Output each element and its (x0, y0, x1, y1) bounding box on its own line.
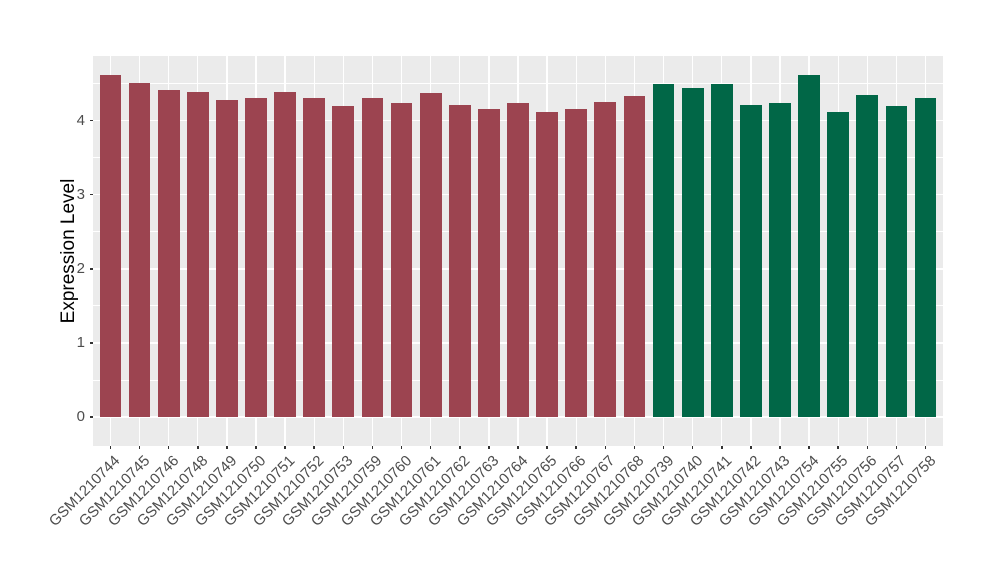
bar-GSM1210741 (710, 84, 733, 418)
x-axis-tick (138, 446, 141, 449)
bar-GSM1210743 (769, 102, 791, 418)
x-axis-tick (575, 446, 577, 449)
plot-panel (93, 56, 943, 446)
bar-GSM1210745 (128, 83, 151, 418)
x-axis-tick (895, 446, 898, 449)
bar-GSM1210766 (565, 109, 588, 418)
bar-GSM1210760 (390, 103, 413, 418)
x-axis-tick (342, 446, 345, 449)
bar-GSM1210765 (536, 111, 559, 418)
bar-GSM1210763 (477, 109, 500, 418)
y-axis-tick (90, 342, 93, 344)
bar-GSM1210753 (332, 106, 355, 418)
bar-GSM1210751 (274, 92, 297, 418)
y-axis-tick (90, 193, 93, 196)
bar-GSM1210740 (681, 87, 704, 418)
bar-GSM1210756 (856, 94, 879, 418)
y-tick-label: 4 (76, 111, 85, 129)
y-tick-label: 2 (76, 259, 85, 277)
x-axis-tick (546, 446, 548, 449)
x-axis-tick (255, 446, 257, 449)
bar-GSM1210767 (594, 101, 617, 418)
bar-GSM1210748 (186, 92, 209, 418)
x-axis-tick (662, 446, 665, 449)
bar-GSM1210752 (303, 98, 326, 418)
bar-GSM1210759 (361, 98, 384, 418)
x-axis-tick (197, 446, 199, 449)
y-tick-label: 3 (76, 185, 85, 203)
x-axis-tick (750, 446, 752, 449)
x-axis-tick (779, 446, 781, 449)
bar-GSM1210750 (245, 98, 267, 418)
x-axis-tick (400, 446, 403, 449)
bar-GSM1210744 (99, 74, 122, 418)
x-axis-tick (109, 446, 112, 449)
x-axis-tick (371, 446, 374, 449)
y-axis-tick (90, 416, 93, 418)
x-axis-tick (284, 446, 286, 449)
x-axis-tick (866, 446, 869, 449)
bar-GSM1210742 (739, 104, 762, 418)
x-axis-tick (517, 446, 519, 449)
bar-GSM1210739 (652, 84, 675, 418)
x-axis-tick (459, 446, 461, 449)
x-axis-tick (721, 446, 723, 449)
x-axis-tick (167, 446, 170, 449)
bar-GSM1210768 (623, 96, 646, 418)
bar-GSM1210758 (914, 98, 937, 418)
x-axis-tick (226, 446, 228, 449)
y-tick-label: 0 (76, 408, 85, 426)
bar-GSM1210761 (419, 93, 442, 418)
x-axis-tick (808, 446, 810, 449)
x-axis-tick (488, 446, 490, 449)
bar-GSM1210757 (885, 106, 908, 418)
y-tick-label: 1 (76, 333, 85, 351)
bar-GSM1210749 (215, 99, 238, 418)
x-axis-tick (924, 446, 927, 449)
x-axis-tick (633, 446, 636, 449)
bar-GSM1210746 (157, 90, 180, 418)
y-axis-tick (90, 268, 93, 270)
x-axis-tick (429, 446, 432, 449)
bar-GSM1210755 (827, 112, 850, 418)
bar-GSM1210762 (448, 104, 471, 418)
bar-GSM1210754 (798, 75, 820, 418)
bar-GSM1210764 (507, 102, 529, 418)
y-axis-tick (90, 119, 93, 122)
x-axis-tick (604, 446, 607, 449)
x-axis-tick (313, 446, 315, 449)
x-axis-tick (691, 446, 694, 449)
x-axis-tick (837, 446, 839, 449)
